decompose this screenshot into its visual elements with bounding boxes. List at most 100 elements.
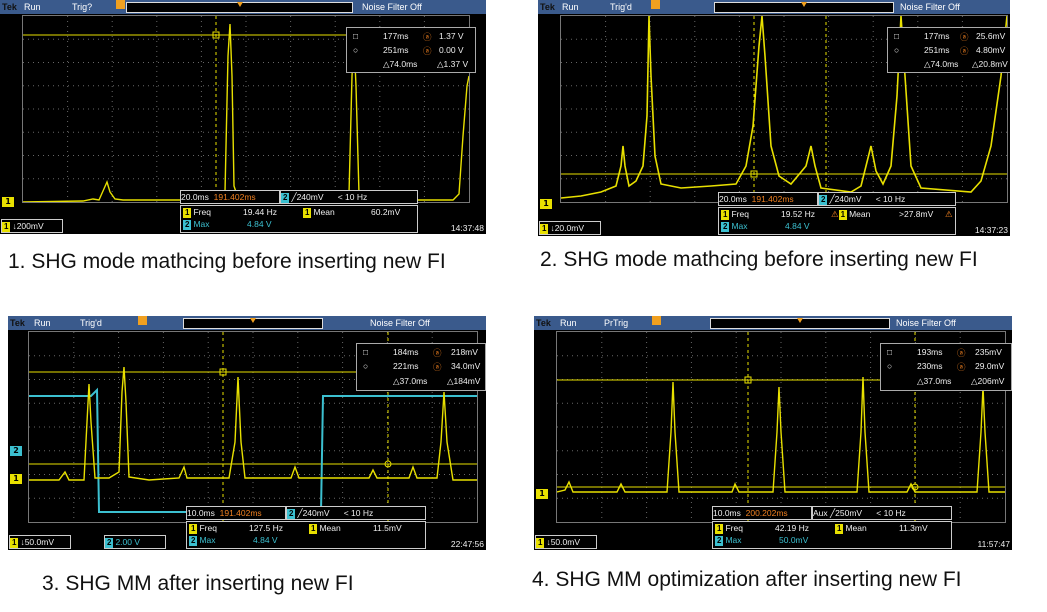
trigger-icon	[651, 0, 660, 9]
trigger-state: PrTrig	[604, 318, 629, 328]
delta-time: △74.0ms	[924, 59, 959, 69]
trigger-icon	[138, 316, 147, 325]
ch2-scale-cell[interactable]: 2 2.00 V	[104, 535, 166, 549]
cursor1-time: 193ms	[917, 347, 943, 357]
measurements-cell: 1 Freq 19.52 Hz ⚠ 1 Mean >27.8mV ⚠ 2 Max 4.8…	[718, 207, 956, 235]
cursor-square-marker	[744, 376, 752, 384]
trigger-position-marker	[797, 318, 803, 323]
measurements-cell: 1 Freq 42.19 Hz 1 Mean 11.3mV 2 Max 50.0mV	[712, 521, 952, 549]
square-cursor-icon: □	[363, 347, 369, 357]
freq-value: 42.19 Hz	[775, 523, 810, 533]
ch1-icon: ⓐ	[433, 362, 442, 372]
trigger-position-marker	[237, 2, 243, 7]
tek-logo: Tek	[540, 0, 555, 14]
cursor2-value: 34.0mV	[451, 361, 481, 371]
measurement-area: 10.0ms 191.402ms 2 ╱240mV < 10 Hz 1 Freq 1…	[186, 506, 428, 549]
square-cursor-icon: □	[894, 31, 900, 41]
ch1-scale-cell[interactable]: 1 ↓50.0mV	[535, 535, 597, 549]
caption-2: 2. SHG mode mathcing before inserting ne…	[540, 248, 978, 271]
scope-clock: 22:47:56	[450, 539, 484, 549]
mean-value: 11.3mV	[899, 523, 928, 533]
scope-status-bar: Tek Run Trig'd Noise Filter Off	[8, 316, 486, 330]
ch2-trace	[29, 387, 477, 513]
mean-value: 60.2mV	[371, 207, 401, 217]
record-position-bar	[183, 318, 323, 329]
ch1-ground-marker: 1	[10, 474, 22, 484]
timebase-cell: 20.0ms 191.402ms	[718, 192, 818, 206]
cursor1-value: 218mV	[451, 347, 478, 357]
delta-value: △206mV	[971, 376, 1005, 386]
ch1-ground-marker: 1	[2, 197, 14, 207]
ch1-icon: ⓐ	[423, 46, 432, 56]
ch2-ground-marker: 2	[10, 446, 22, 456]
delta-time: △37.0ms	[393, 376, 428, 386]
max-value: 4.84 V	[785, 221, 810, 231]
trigger-cell: Aux ╱250mV < 10 Hz	[812, 506, 952, 520]
cursor1-value: 25.6mV	[976, 31, 1006, 41]
mean-value: 11.5mV	[373, 523, 402, 533]
cursor1-time: 177ms	[924, 31, 950, 41]
measurement-area: 20.0ms 191.402ms 2 ╱240mV < 10 Hz 1 Freq 1…	[718, 192, 958, 235]
cursor2-time: 230ms	[917, 361, 943, 371]
ch1-ground-marker: 1	[536, 489, 548, 499]
trigger-icon	[116, 0, 125, 9]
max-value: 50.0mV	[779, 535, 809, 545]
delta-time: △74.0ms	[383, 59, 418, 69]
trigger-state: Trig'd	[610, 2, 632, 12]
scope-status-bar: Tek Run Trig? Noise Filter Off	[0, 0, 486, 14]
scope-screen-1: Tek Run Trig? Noise Filter Off 1 □ 177ms…	[0, 0, 486, 234]
ch1-icon: ⓐ	[957, 348, 966, 358]
ch1-icon: ⓐ	[423, 32, 432, 42]
circle-cursor-icon: ○	[363, 361, 369, 371]
ch1-icon: ⓐ	[957, 362, 966, 372]
measurement-area: 10.0ms 200.202ms Aux ╱250mV < 10 Hz 1 Fre…	[712, 506, 954, 549]
delta-time: △37.0ms	[917, 376, 952, 386]
record-position-bar	[710, 318, 890, 329]
max-value: 4.84 V	[253, 535, 278, 545]
tek-logo: Tek	[536, 316, 551, 330]
noise-filter-status: Noise Filter Off	[362, 2, 422, 12]
scope-clock: 11:57:47	[977, 539, 1010, 549]
caption-1: 1. SHG mode mathcing before inserting ne…	[8, 250, 446, 273]
circle-cursor-icon: ○	[887, 361, 893, 371]
scope-screen-4: Tek Run PrTrig Noise Filter Off 1 □ 193m…	[534, 316, 1012, 550]
freq-value: 19.52 Hz	[781, 209, 816, 219]
cursor-readout: □ 193ms ⓐ 235mV ○ 230ms ⓐ 29.0mV △37.0ms…	[880, 343, 1012, 391]
cursor-readout: □ 177ms ⓐ 25.6mV ○ 251ms ⓐ 4.80mV △74.0m…	[887, 27, 1010, 73]
run-state: Run	[34, 318, 51, 328]
cursor2-value: 29.0mV	[975, 361, 1005, 371]
ch1-ground-marker: 1	[540, 199, 552, 209]
max-value: 4.84 V	[247, 219, 272, 229]
measurements-cell: 1 Freq 19.44 Hz 1 Mean 60.2mV 2 Max 4.84 V	[180, 205, 418, 233]
noise-filter-status: Noise Filter Off	[900, 2, 960, 12]
run-state: Run	[560, 318, 577, 328]
delta-value: △184mV	[447, 376, 481, 386]
ch1-trace	[557, 376, 1005, 493]
scope-status-bar: Tek Run Trig'd Noise Filter Off	[538, 0, 1010, 14]
scope-clock: 14:37:48	[450, 223, 484, 233]
cursor2-time: 221ms	[393, 361, 419, 371]
ch1-scale-cell[interactable]: 1 ↓20.0mV	[539, 221, 601, 235]
ch1-scale-cell[interactable]: 1 ↓200mV	[1, 219, 63, 233]
record-position-bar	[714, 2, 894, 13]
trigger-position-marker	[250, 318, 256, 323]
ch1-scale-cell[interactable]: 1 ↓50.0mV	[9, 535, 71, 549]
trigger-icon	[652, 316, 661, 325]
record-position-bar	[126, 2, 353, 13]
run-state: Run	[562, 2, 579, 12]
ch1-icon: ⓐ	[960, 32, 969, 42]
trigger-cell: 2 ╱240mV < 10 Hz	[818, 192, 956, 206]
timebase-cell: 10.0ms 191.402ms	[186, 506, 286, 520]
delta-value: △20.8mV	[972, 59, 1008, 69]
ch1-trace	[29, 366, 477, 481]
cursor-square-marker	[212, 31, 220, 39]
ch1-icon: ⓐ	[960, 46, 969, 56]
cursor-square-marker	[219, 368, 227, 376]
circle-cursor-icon: ○	[894, 45, 900, 55]
freq-value: 19.44 Hz	[243, 207, 278, 217]
ch1-icon: ⓐ	[433, 348, 442, 358]
cursor-circle-marker	[384, 460, 392, 468]
tek-logo: Tek	[2, 0, 17, 14]
trigger-state: Trig'd	[80, 318, 102, 328]
warning-icon: ⚠	[945, 209, 953, 219]
